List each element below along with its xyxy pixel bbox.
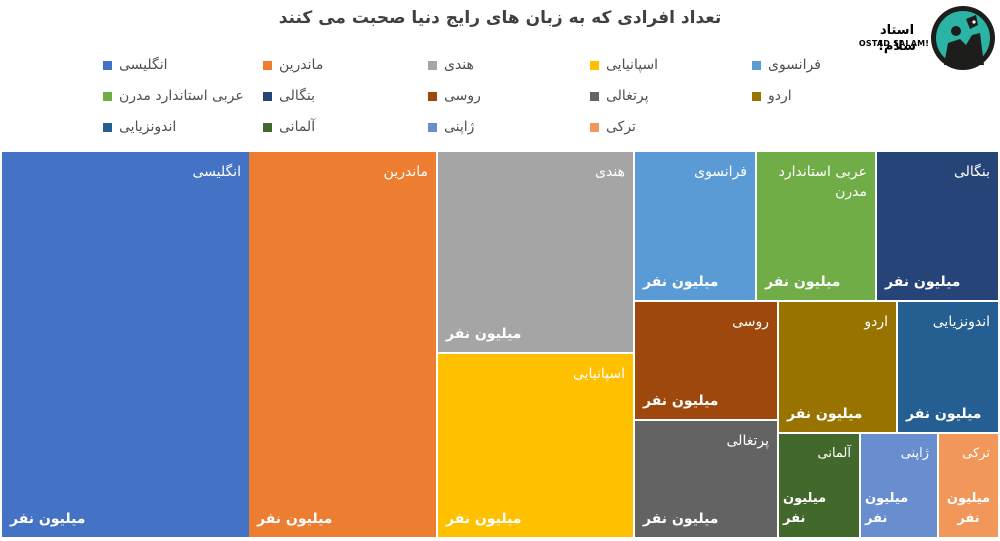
tile-label: ژاپنی [900, 446, 929, 461]
chart-title: تعداد افرادی که به زبان های رایج دنیا صح… [278, 8, 722, 28]
treemap-tile: ماندرین میلیون نفر [249, 152, 436, 537]
legend-entry: انگلیسی [119, 57, 168, 73]
tile-value-unit: میلیون نفر [885, 274, 961, 290]
legend-swatch [103, 123, 112, 132]
legend-entry: ترکی [606, 119, 636, 135]
legend-swatch [752, 61, 761, 70]
tile-value-unit: میلیون نفر [946, 491, 991, 526]
tile-label: ترکی [962, 446, 990, 461]
treemap-tile: روسی میلیون نفر [635, 302, 777, 419]
tile-value-unit: میلیون نفر [906, 406, 982, 422]
treemap-tile: ژاپنی میلیون نفر [861, 434, 937, 537]
treemap-tile: انگلیسی میلیون نفر [2, 152, 249, 537]
treemap-tile: فرانسوی میلیون نفر [635, 152, 755, 300]
legend-swatch [263, 61, 272, 70]
treemap-tile: اردو میلیون نفر [779, 302, 896, 432]
treemap-tile: اندونزیایی میلیون نفر [898, 302, 998, 432]
treemap-tile: آلمانی میلیون نفر [779, 434, 859, 537]
legend-entry: عربی استاندارد مدرن [119, 88, 244, 104]
tile-label: عربی استاندارد مدرن [778, 164, 867, 200]
legend-entry: پرتغالی [606, 88, 649, 104]
tile-label: روسی [732, 314, 769, 330]
tile-label: اردو [864, 314, 888, 330]
legend-swatch [263, 123, 272, 132]
tile-value-unit: میلیون نفر [643, 393, 719, 409]
legend-swatch [590, 61, 599, 70]
tile-value-unit: میلیون نفر [10, 511, 86, 527]
legend-entry: فرانسوی [768, 57, 821, 73]
tile-value-unit: میلیون نفر [643, 511, 719, 527]
legend-swatch [590, 92, 599, 101]
legend-entry: اردو [768, 88, 792, 104]
legend-entry: ژاپنی [444, 119, 475, 135]
tile-label: آلمانی [817, 446, 851, 461]
legend-swatch [263, 92, 272, 101]
tile-label: فرانسوی [694, 164, 747, 180]
legend-swatch [590, 123, 599, 132]
tile-value-unit: میلیون نفر [446, 326, 522, 342]
tile-label: ماندرین [383, 164, 428, 180]
legend-entry: ماندرین [279, 57, 324, 73]
treemap-tile: هندی میلیون نفر [438, 152, 633, 352]
treemap-tile: ترکی میلیون نفر [939, 434, 998, 537]
tile-value-unit: میلیون نفر [765, 274, 841, 290]
legend-entry: آلمانی [279, 119, 316, 135]
tile-label: اندونزیایی [932, 314, 990, 330]
treemap-tile: پرتغالی میلیون نفر [635, 421, 777, 537]
legend-entry: بنگالی [279, 88, 316, 104]
treemap-tile: اسپانیایی میلیون نفر [438, 354, 633, 537]
legend-swatch [428, 92, 437, 101]
legend-swatch [103, 61, 112, 70]
logo-subtitle: OSTAD SALAM! [858, 39, 930, 48]
legend-swatch [428, 61, 437, 70]
legend-entry: روسی [444, 88, 481, 104]
treemap-tile: عربی استاندارد مدرن میلیون نفر [757, 152, 875, 300]
tile-value-unit: میلیون نفر [783, 491, 827, 526]
tile-label: انگلیسی [192, 164, 241, 180]
tile-label: بنگالی [953, 164, 990, 180]
tile-value-unit: میلیون نفر [257, 511, 333, 527]
tile-label: اسپانیایی [572, 366, 625, 382]
tile-value-unit: میلیون نفر [787, 406, 863, 422]
legend-entry: اندونزیایی [119, 119, 177, 135]
legend: انگلیسی ماندرین هندی اسپانیایی فرانسوی عربی ا… [0, 0, 1000, 150]
treemap-tile: بنگالی میلیون نفر [877, 152, 998, 300]
tile-value-unit: میلیون نفر [446, 511, 522, 527]
logo-title: استاد سلام! [877, 23, 917, 54]
legend-swatch [428, 123, 437, 132]
legend-swatch [752, 92, 761, 101]
tile-value-unit: میلیون نفر [865, 491, 909, 526]
legend-entry: هندی [444, 57, 474, 73]
tile-label: پرتغالی [726, 433, 769, 449]
tile-label: هندی [595, 164, 625, 180]
legend-entry: اسپانیایی [606, 57, 659, 73]
legend-swatch [103, 92, 112, 101]
ostad-salam-logo: استاد سلام! OSTAD SALAM! [859, 5, 995, 71]
speaker-icon [931, 6, 995, 70]
tile-value-unit: میلیون نفر [643, 274, 719, 290]
